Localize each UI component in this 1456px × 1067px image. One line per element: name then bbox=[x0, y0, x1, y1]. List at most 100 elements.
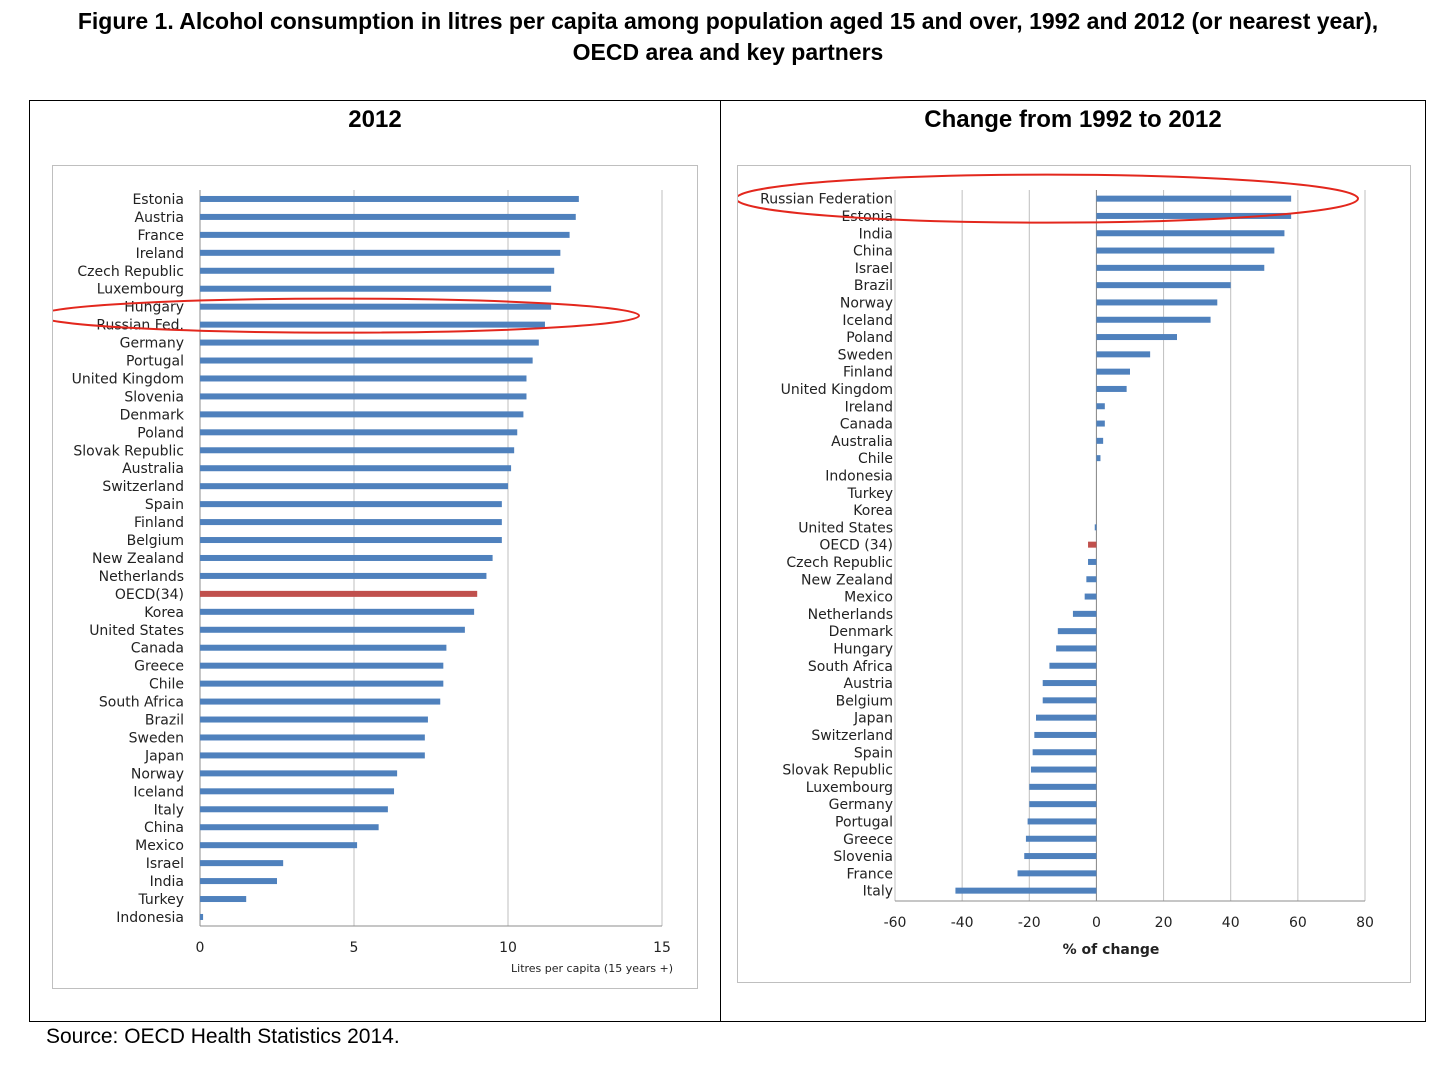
chartchange-bar-china bbox=[1096, 247, 1275, 254]
chartchange-bar-sweden bbox=[1096, 351, 1151, 358]
chartchange-bar-spain bbox=[1032, 749, 1097, 756]
chartchange-bar-germany bbox=[1029, 801, 1097, 808]
chartchange-bar-slovak-republic bbox=[1030, 766, 1097, 773]
chartchange-category-label: Switzerland bbox=[811, 728, 893, 744]
chartchange-category-label: New Zealand bbox=[801, 572, 893, 588]
chart2012-bar-france bbox=[200, 231, 570, 238]
chartchange-bar-switzerland bbox=[1034, 731, 1097, 738]
chartchange-category-label: Canada bbox=[840, 417, 893, 433]
chart2012-bar-india bbox=[200, 878, 277, 885]
chartchange-bar-austria bbox=[1042, 680, 1097, 687]
chartchange-bar-slovenia bbox=[1024, 853, 1097, 860]
chartchange-category-label: France bbox=[846, 866, 893, 882]
chartchange-category-label: Iceland bbox=[842, 313, 893, 329]
chart2012-bar-slovak-republic bbox=[200, 447, 515, 454]
chartchange-bar-france bbox=[1017, 870, 1097, 877]
chart2012-category-label: Israel bbox=[146, 856, 184, 872]
chartchange-bar-united-states bbox=[1094, 524, 1097, 531]
chart2012-bar-netherlands bbox=[200, 572, 487, 579]
chartchange-bar-canada bbox=[1096, 420, 1105, 427]
chartchange-bar-new-zealand bbox=[1086, 576, 1097, 583]
chartchange-bar-portugal bbox=[1027, 818, 1097, 825]
chartchange-category-label: Ireland bbox=[845, 399, 893, 415]
chart2012-tick-label: 15 bbox=[653, 940, 671, 956]
chartchange-bar-united-kingdom bbox=[1096, 385, 1127, 392]
chartchange-bar-italy bbox=[955, 887, 1097, 894]
chart2012-tick-label: 10 bbox=[499, 940, 517, 956]
chartchange-category-label: Israel bbox=[855, 261, 893, 277]
chart2012-bar-turkey bbox=[200, 896, 247, 903]
chart2012-bar-spain bbox=[200, 501, 502, 508]
chart2012-category-label: China bbox=[144, 820, 184, 836]
chart2012-bar-china bbox=[200, 824, 379, 831]
chart2012-bar-austria bbox=[200, 213, 576, 220]
chartchange-category-label: Czech Republic bbox=[786, 555, 893, 571]
chart2012-bar-brazil bbox=[200, 716, 428, 723]
chartchange-category-label: Brazil bbox=[854, 278, 893, 294]
chartchange-category-label: Netherlands bbox=[808, 607, 893, 623]
chart2012-bar-japan bbox=[200, 752, 425, 759]
chart2012-category-label: Indonesia bbox=[116, 910, 184, 926]
chart2012-bar-russian-fed bbox=[200, 321, 545, 328]
chartchange-category-label: Belgium bbox=[836, 693, 893, 709]
chartchange-bar-india bbox=[1096, 230, 1285, 237]
chart2012-bar-norway bbox=[200, 770, 398, 777]
chartchange-category-label: South Africa bbox=[808, 659, 893, 675]
chartchange-tick-label: -40 bbox=[951, 915, 974, 931]
chart2012-category-label: Mexico bbox=[135, 838, 184, 854]
chartchange-tick-label: 0 bbox=[1092, 915, 1101, 931]
chart2012-category-label: Switzerland bbox=[102, 479, 184, 495]
chartchange-bar-south-africa bbox=[1049, 662, 1097, 669]
chart-title-change: Change from 1992 to 2012 bbox=[924, 106, 1222, 133]
chartchange-tick-label: 60 bbox=[1289, 915, 1307, 931]
chart2012-bar-denmark bbox=[200, 411, 524, 418]
chart2012-category-label: Brazil bbox=[145, 713, 184, 729]
chartchange-bar-hungary bbox=[1056, 645, 1097, 652]
chartchange-bar-iceland bbox=[1096, 316, 1211, 323]
chart2012-category-label: United Kingdom bbox=[72, 371, 184, 387]
chart2012-bar-luxembourg bbox=[200, 285, 552, 292]
chart-frame-change: -60 -40 -20 0 20 40 60 80 Russian Federation Esto… bbox=[735, 165, 1411, 983]
chart2012-bar-czech-republic bbox=[200, 267, 555, 274]
chartchange-category-label: Turkey bbox=[846, 486, 893, 502]
chartchange-bar-denmark bbox=[1057, 628, 1097, 635]
chart2012-bar-belgium bbox=[200, 537, 502, 544]
chartchange-bar-russian-federation bbox=[1096, 195, 1292, 202]
panel-change: Change from 1992 to 2012 -60 -40 -20 0 20 40 6… bbox=[720, 100, 1426, 1022]
chartchange-bar-japan bbox=[1036, 714, 1097, 721]
chart2012-category-label: Japan bbox=[144, 748, 184, 764]
panel-2012: 2012 0 5 10 15 Estonia Austria France Ireland Cz… bbox=[29, 100, 721, 1022]
chartchange-category-label: Chile bbox=[858, 451, 893, 467]
chartchange-bar-norway bbox=[1096, 299, 1218, 306]
chart2012-bar-australia bbox=[200, 465, 512, 472]
chart2012-category-label: Australia bbox=[122, 461, 184, 477]
chartchange-axis-title: % of change bbox=[1063, 942, 1160, 958]
chartchange-category-label: Norway bbox=[840, 295, 893, 311]
chartchange-category-label: OECD (34) bbox=[819, 538, 893, 554]
chart2012-category-label: New Zealand bbox=[92, 551, 184, 567]
chart2012-tick-label: 5 bbox=[350, 940, 359, 956]
chart2012-category-label: Canada bbox=[131, 641, 184, 657]
chart2012-bar-italy bbox=[200, 806, 388, 813]
chart2012-bar-estonia bbox=[200, 195, 579, 202]
chart2012-category-label: India bbox=[150, 874, 184, 890]
chartchange-bar-finland bbox=[1096, 368, 1130, 375]
chartchange-tick-label: 20 bbox=[1155, 915, 1173, 931]
chartchange-category-label: Spain bbox=[854, 745, 893, 761]
chart2012-bar-united-kingdom bbox=[200, 375, 527, 382]
chartchange-category-label: Japan bbox=[853, 711, 893, 727]
chartchange-category-label: Mexico bbox=[844, 590, 893, 606]
chart2012-category-label: Norway bbox=[131, 766, 184, 782]
chart2012-category-label: Spain bbox=[145, 497, 184, 513]
chart2012-category-label: Poland bbox=[137, 425, 184, 441]
chartchange-tick-label: 80 bbox=[1356, 915, 1374, 931]
chartchange-category-label: Finland bbox=[843, 365, 893, 381]
chart2012-bar-poland bbox=[200, 429, 518, 436]
chart2012-bar-korea bbox=[200, 608, 475, 615]
chartchange-tick-label: -20 bbox=[1018, 915, 1041, 931]
chart2012-category-label: Finland bbox=[134, 515, 184, 531]
figure-title: Figure 1. Alcohol consumption in litres … bbox=[77, 8, 1379, 65]
chartchange-category-label: Slovak Republic bbox=[782, 763, 893, 779]
chartchange-category-label: Greece bbox=[843, 832, 893, 848]
chartchange-bar-chile bbox=[1096, 455, 1101, 462]
